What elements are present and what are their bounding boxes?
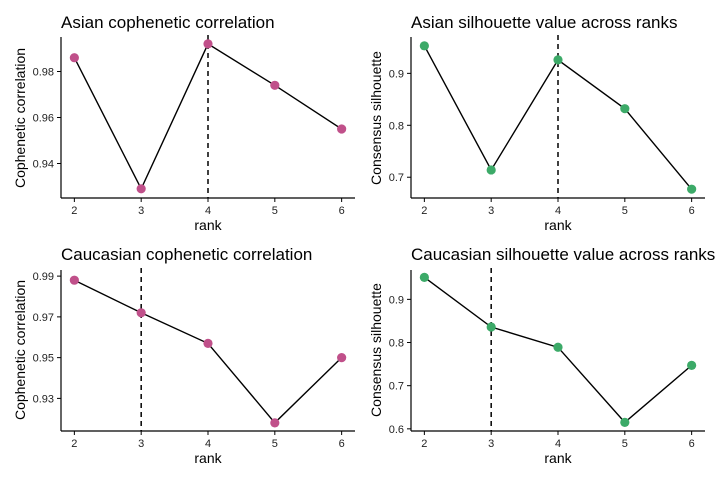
x-tick-label: 5 xyxy=(272,438,278,450)
y-tick-label: 0.8 xyxy=(389,120,404,132)
data-point xyxy=(203,338,213,348)
data-point xyxy=(620,104,630,114)
y-tick-label: 0.96 xyxy=(33,113,54,125)
data-point xyxy=(69,53,79,63)
y-tick-label: 0.8 xyxy=(389,338,404,350)
data-point xyxy=(136,308,146,318)
x-tick-label: 2 xyxy=(71,205,77,217)
y-tick-label: 0.93 xyxy=(33,393,54,405)
data-point xyxy=(419,272,429,282)
chart-title: Asian cophenetic correlation xyxy=(61,13,275,32)
panel-caucasian-cophenetic: Caucasian cophenetic correlation rank Co… xyxy=(12,245,355,466)
x-tick-label: 2 xyxy=(421,438,427,450)
chart-title: Asian silhouette value across ranks xyxy=(411,13,677,32)
x-tick-label: 3 xyxy=(138,205,144,217)
x-tick-label: 3 xyxy=(138,438,144,450)
x-tick-label: 4 xyxy=(205,205,211,217)
x-tick-label: 6 xyxy=(689,205,695,217)
panel-caucasian-silhouette: Caucasian silhouette value across ranks … xyxy=(368,245,715,466)
y-axis-label: Consensus silhouette xyxy=(368,51,384,185)
data-point xyxy=(486,165,496,175)
x-axis-label: rank xyxy=(194,217,222,233)
y-tick-label: 0.6 xyxy=(389,424,404,436)
x-tick-label: 5 xyxy=(622,438,628,450)
y-tick-label: 0.9 xyxy=(389,68,404,80)
y-tick-label: 0.9 xyxy=(389,294,404,306)
data-point xyxy=(620,417,630,427)
data-point xyxy=(337,353,347,363)
y-axis-label: Cophenetic correlation xyxy=(12,280,28,420)
y-tick-label: 0.95 xyxy=(33,353,54,365)
x-tick-label: 5 xyxy=(272,205,278,217)
panel-asian-silhouette: Asian silhouette value across ranks rank… xyxy=(368,13,705,233)
data-point xyxy=(553,342,563,352)
data-point xyxy=(136,184,146,194)
y-tick-label: 0.97 xyxy=(33,312,54,324)
chart-title: Caucasian silhouette value across ranks xyxy=(411,245,715,264)
x-tick-label: 4 xyxy=(555,438,561,450)
data-point xyxy=(419,41,429,51)
y-tick-label: 0.99 xyxy=(33,271,54,283)
x-tick-label: 3 xyxy=(488,438,494,450)
x-tick-label: 3 xyxy=(488,205,494,217)
y-tick-label: 0.94 xyxy=(33,159,54,171)
data-point xyxy=(337,124,347,134)
y-axis-label: Cophenetic correlation xyxy=(12,48,28,188)
data-point xyxy=(270,80,280,90)
panel-asian-cophenetic: Asian cophenetic correlation rank Cophen… xyxy=(12,13,355,233)
data-point xyxy=(486,322,496,332)
y-tick-label: 0.98 xyxy=(33,67,54,79)
data-point xyxy=(69,275,79,285)
chart-title: Caucasian cophenetic correlation xyxy=(61,245,312,264)
data-point xyxy=(687,184,697,194)
data-point xyxy=(687,360,697,370)
data-point xyxy=(270,418,280,428)
y-axis-label: Consensus silhouette xyxy=(368,283,384,417)
y-tick-label: 0.7 xyxy=(389,381,404,393)
series-line xyxy=(74,279,343,424)
x-axis-label: rank xyxy=(544,450,572,466)
x-tick-label: 5 xyxy=(622,205,628,217)
data-point xyxy=(553,55,563,65)
x-axis-label: rank xyxy=(544,217,572,233)
x-tick-label: 6 xyxy=(339,438,345,450)
x-tick-label: 4 xyxy=(555,205,561,217)
x-tick-label: 6 xyxy=(689,438,695,450)
x-tick-label: 6 xyxy=(339,205,345,217)
x-tick-label: 2 xyxy=(421,205,427,217)
x-axis-label: rank xyxy=(194,450,222,466)
x-tick-label: 2 xyxy=(71,438,77,450)
data-point xyxy=(203,39,213,49)
x-tick-label: 4 xyxy=(205,438,211,450)
y-tick-label: 0.7 xyxy=(389,172,404,184)
